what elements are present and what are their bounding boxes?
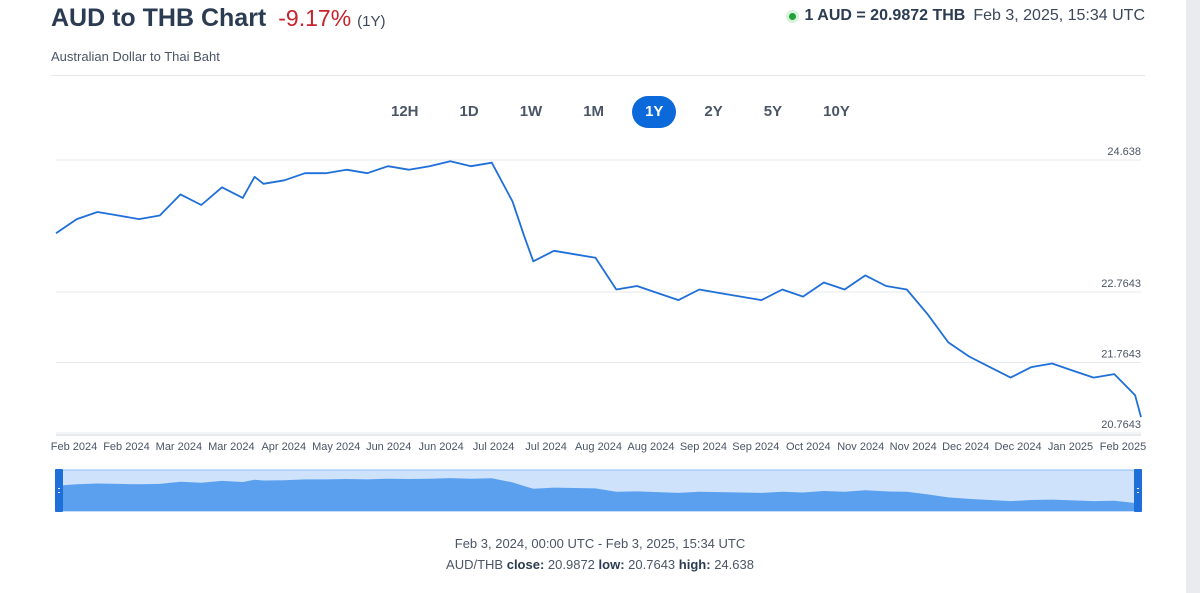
tab-1y[interactable]: 1Y [632,96,677,128]
x-tick-label: Sep 2024 [680,441,727,453]
price-stats: AUD/THB close: 20.9872 low: 20.7643 high… [0,557,1200,572]
x-tick-label: Feb 2024 [103,441,149,453]
navigator-area [56,478,1141,511]
x-tick-label: Mar 2024 [156,441,202,453]
high-value: 24.638 [714,557,754,572]
close-value: 20.9872 [547,557,595,572]
x-tick-label: Dec 2024 [942,441,989,453]
timeframe-tabs: 12H 1D 1W 1M 1Y 2Y 5Y 10Y [378,96,878,128]
chart-header: AUD to THB Chart -9.17% (1Y) [51,4,385,33]
tab-5y[interactable]: 5Y [763,103,783,120]
price-series-line [55,160,1142,418]
x-tick-label: Aug 2024 [627,441,674,453]
x-tick-label: May 2024 [312,441,360,453]
x-tick-label: Aug 2024 [575,441,622,453]
x-tick-label: Jun 2024 [419,441,464,453]
x-tick-label: Nov 2024 [837,441,884,453]
close-label: close: [506,557,545,572]
y-tick-label: 22.7643 [1101,278,1141,290]
low-value: 20.7643 [628,557,676,572]
live-rate: 1 AUD = 20.9872 THB Feb 3, 2025, 15:34 U… [785,7,1145,25]
x-tick-label: Jan 2025 [1048,441,1093,453]
current-rate: 1 AUD = 20.9872 THB [804,7,966,24]
live-status-icon [785,9,799,23]
x-tick-label: Jul 2024 [525,441,567,453]
rate-timestamp: Feb 3, 2025, 15:34 UTC [973,7,1145,24]
y-tick-label: 20.7643 [1101,419,1141,431]
tab-10y[interactable]: 10Y [823,103,850,120]
high-label: high: [678,557,711,572]
x-tick-label: Feb 2025 [1100,441,1146,453]
x-tick-label: Nov 2024 [890,441,937,453]
header-divider [51,75,1145,76]
x-tick-label: Oct 2024 [786,441,831,453]
x-tick-label: Jun 2024 [366,441,411,453]
date-range: Feb 3, 2024, 00:00 UTC - Feb 3, 2025, 15… [454,536,746,551]
low-label: low: [598,557,625,572]
navigator-left-handle[interactable] [55,469,63,512]
x-tick-label: Mar 2024 [208,441,254,453]
tab-1w[interactable]: 1W [519,103,543,120]
x-tick-label: Dec 2024 [995,441,1042,453]
page-title: AUD to THB Chart [51,4,267,32]
navigator-right-handle[interactable] [1134,469,1142,512]
x-tick-label: Apr 2024 [261,441,306,453]
x-tick-label: Sep 2024 [732,441,779,453]
tab-2y[interactable]: 2Y [704,103,723,120]
x-tick-label: Feb 2024 [51,441,97,453]
percent-change: -9.17% [278,5,352,31]
tab-1m[interactable]: 1M [583,103,605,120]
window-edge [1186,0,1200,593]
y-tick-label: 21.7643 [1101,349,1141,361]
page-subtitle: Australian Dollar to Thai Baht [51,49,220,64]
price-chart[interactable]: 24.638 22.7643 21.7643 20.7643 Feb 2024 Feb 2… [0,140,1200,520]
x-tick-label: Jul 2024 [473,441,515,453]
period-label: (1Y) [357,13,386,30]
pair-label: AUD/THB [446,557,504,572]
y-tick-label: 24.638 [1107,146,1141,158]
tab-1d[interactable]: 1D [459,103,479,120]
tab-12h[interactable]: 12H [391,103,419,120]
